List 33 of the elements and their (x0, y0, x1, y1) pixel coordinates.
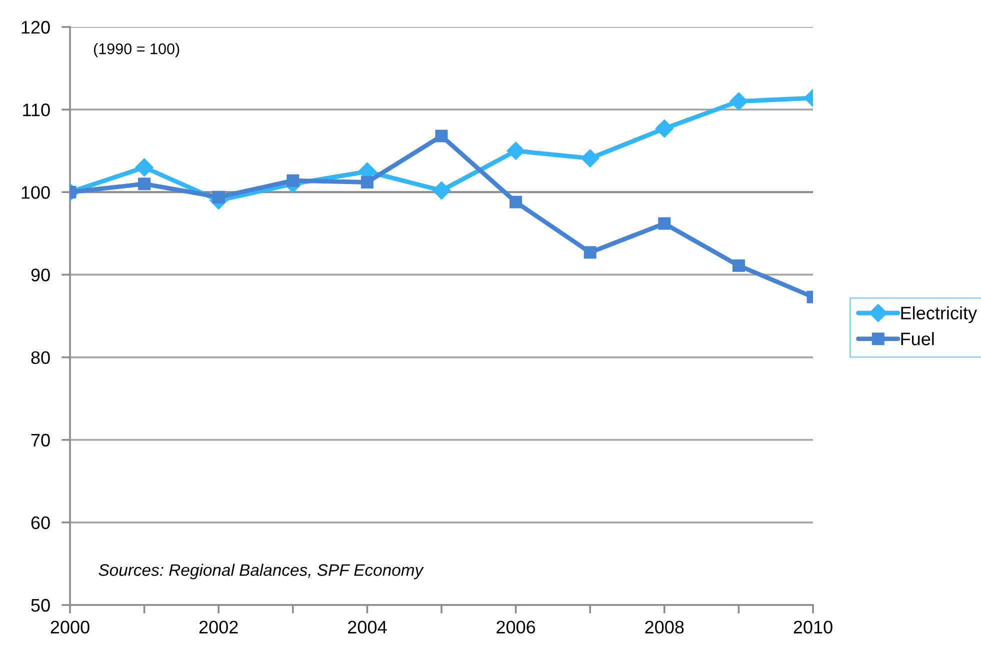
y-tick-label: 70 (31, 434, 50, 447)
annotation: (1990 = 100) (94, 43, 180, 58)
y-tick-label: 60 (31, 516, 50, 530)
point (510, 196, 522, 208)
y-tick-label: 80 (31, 351, 50, 364)
point (732, 259, 745, 272)
point (580, 148, 600, 168)
point (584, 246, 596, 259)
x-tick-label: 2000 (50, 620, 90, 634)
point (134, 158, 154, 177)
point (286, 174, 300, 187)
x-tick-label: 2010 (794, 620, 832, 634)
legend-label: Electricity (901, 306, 978, 324)
point (432, 181, 451, 200)
point (655, 119, 674, 138)
y-tick-label: 90 (31, 268, 50, 282)
point (729, 92, 748, 111)
x-tick-label: 2006 (496, 620, 536, 634)
point (138, 178, 151, 190)
point (506, 142, 526, 160)
point (360, 176, 374, 188)
x-tick-label: 2002 (199, 620, 238, 634)
y-tick-label: 110 (23, 104, 50, 116)
point (435, 130, 448, 142)
y-tick-label: 120 (22, 20, 50, 34)
annotation: Sources: Regional Balances, SPF Economy (98, 564, 424, 580)
point (212, 190, 225, 204)
point (658, 217, 671, 230)
y-tick-label: 100 (22, 186, 50, 199)
legend-label: Fuel (901, 332, 934, 346)
x-tick-label: 2004 (348, 620, 387, 634)
x-tick-label: 2008 (645, 620, 684, 634)
y-tick-label: 50 (31, 598, 50, 612)
